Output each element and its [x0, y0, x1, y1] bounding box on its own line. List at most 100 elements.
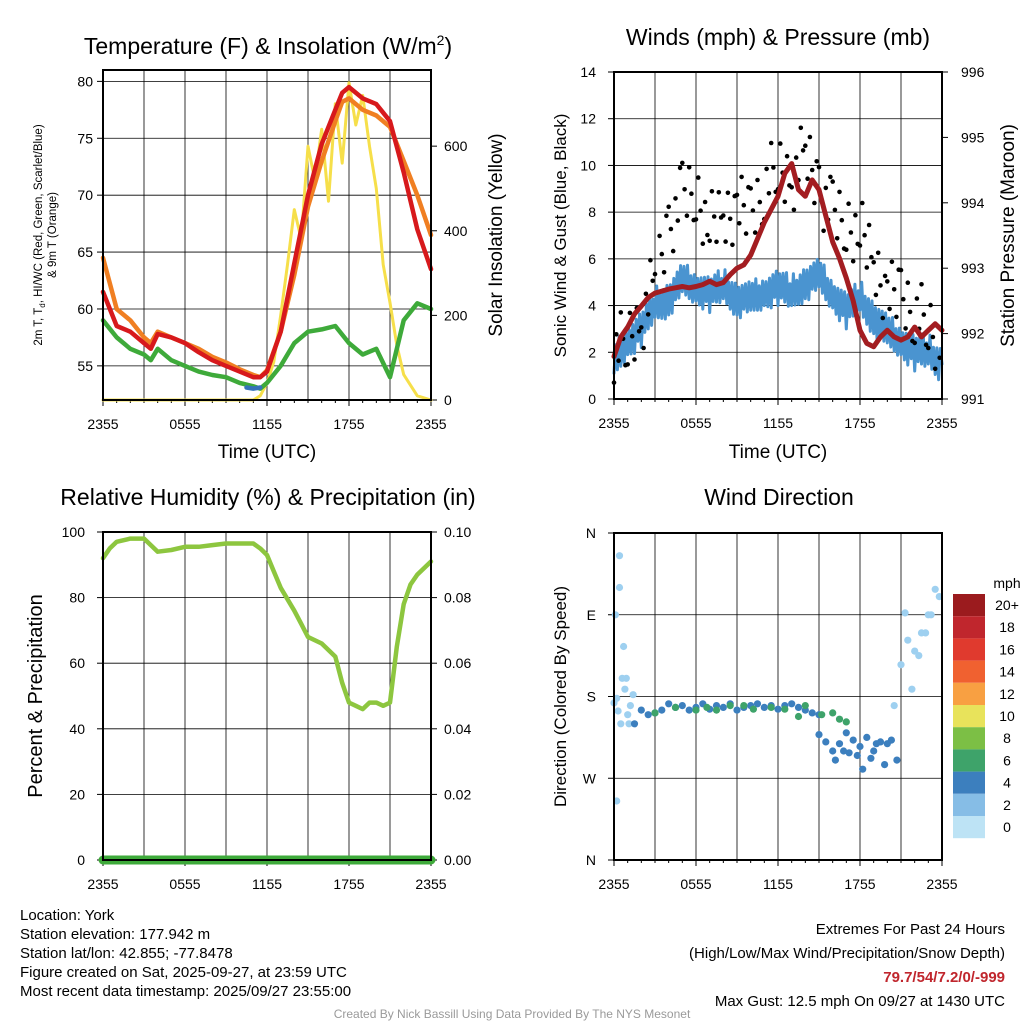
temperature-chart-title: Temperature (F) & Insolation (W/m2)	[84, 32, 452, 59]
gust-point	[793, 155, 799, 160]
extremes-values: 79.7/54/7.2/0/-999	[883, 969, 1005, 986]
gust-point	[645, 312, 651, 317]
wind-ytick-label: 14	[580, 64, 596, 80]
colorbar-swatch	[953, 727, 985, 750]
wind-direction-point	[760, 703, 768, 712]
wind-direction-point	[637, 706, 645, 714]
wind-direction-point	[625, 720, 633, 728]
rh-ytick-label: 80	[69, 590, 85, 606]
rh-ytick-right-label: 0.08	[444, 590, 471, 606]
gust-point	[670, 248, 676, 254]
wind-xtick-label: 2355	[926, 415, 957, 431]
gust-point	[723, 239, 728, 244]
gust-point	[643, 291, 649, 297]
colorbar-label: 14	[999, 664, 1015, 680]
wind-direction-point	[849, 736, 857, 744]
temp-xtick-label: 0555	[169, 416, 200, 432]
wind-direction-point	[931, 585, 939, 593]
gust-point	[641, 345, 646, 351]
gust-point	[693, 217, 699, 222]
gust-point	[778, 141, 783, 146]
gust-point	[730, 242, 735, 248]
gust-point	[812, 200, 817, 206]
wind-direction-point	[890, 702, 898, 710]
temp-ytick-right-label: 600	[444, 138, 468, 154]
gust-point	[618, 310, 624, 315]
gust-point	[627, 310, 633, 316]
temp-ytick-label: 75	[77, 130, 93, 146]
wind-ytick-right-label: 993	[961, 260, 985, 276]
gust-point	[677, 165, 683, 171]
wind-direction-point	[887, 736, 896, 744]
rh-xtick-label: 2355	[415, 876, 446, 892]
wind-direction-point	[712, 706, 721, 714]
gust-point	[814, 159, 819, 164]
wind-direction-point	[829, 709, 837, 717]
wind-ytick-right-label: 994	[961, 195, 985, 211]
gust-point	[839, 217, 845, 223]
gust-point	[709, 189, 715, 194]
wdir-xtick-label: 0555	[680, 876, 711, 892]
wdir-xtick-label: 1755	[844, 876, 875, 892]
wind-direction-point	[870, 747, 878, 755]
gust-point	[807, 134, 813, 140]
wind-direction-point	[853, 751, 861, 760]
gust-point	[650, 278, 655, 284]
temp-frame	[102, 69, 432, 401]
wind-direction-point	[733, 706, 741, 714]
gust-point	[755, 177, 760, 183]
wind-ytick-right-label: 995	[961, 129, 985, 145]
wind-direction-point	[897, 661, 905, 669]
station-info: Location: York Station elevation: 177.94…	[20, 906, 351, 1001]
wind-direction-point	[801, 702, 809, 710]
wind-direction-point	[611, 611, 620, 619]
gust-point	[784, 153, 790, 159]
gust-point	[702, 199, 708, 205]
gust-point	[816, 164, 822, 170]
gust-point	[711, 214, 717, 219]
colorbar-swatch	[953, 771, 985, 794]
gust-point	[800, 148, 806, 153]
wind-direction-point	[726, 702, 734, 710]
wind-direction-point	[815, 731, 823, 739]
gust-point	[705, 232, 710, 238]
wind-direction-point	[881, 761, 889, 769]
gust-point	[666, 204, 671, 210]
gust-point	[771, 165, 776, 170]
wind-frame	[613, 71, 943, 400]
wind-direction-point	[915, 652, 923, 660]
wind-ytick-label: 0	[588, 391, 596, 407]
wind-direction-point	[685, 706, 693, 714]
temp-y-axis-right-title: Solar Insolation (Yellow)	[486, 133, 507, 336]
temp-ytick-right-label: 400	[444, 223, 468, 239]
gust-point	[657, 233, 662, 239]
wind-ytick-label: 8	[588, 204, 596, 220]
gust-point	[782, 199, 788, 205]
rh-frame	[102, 531, 432, 861]
wind-direction-point	[629, 691, 637, 699]
wdir-xtick-label: 2355	[926, 876, 957, 892]
gust-point	[850, 258, 856, 264]
humidity-chart: Relative Humidity (%) & Precipitation (i…	[25, 484, 476, 892]
gust-point	[880, 315, 886, 321]
temp-ytick-label: 70	[77, 187, 93, 203]
colorbar-label: 6	[1003, 752, 1011, 768]
extremes-legend: (High/Low/Max Wind/Precipitation/Snow De…	[689, 945, 1005, 962]
rh-xtick-label: 0555	[169, 876, 200, 892]
wind-direction-point	[621, 685, 629, 693]
gust-point	[853, 212, 858, 218]
wind-direction-point	[908, 685, 916, 693]
wdir-ytick-label: E	[587, 607, 596, 623]
gust-point	[857, 243, 863, 248]
colorbar-label: 18	[999, 619, 1015, 635]
rh-ytick-label: 40	[69, 721, 85, 737]
wind-ytick-label: 4	[588, 298, 596, 314]
wdir-ytick-label: N	[586, 525, 596, 541]
wdir-frame	[613, 532, 943, 861]
rh-ytick-label: 20	[69, 786, 85, 802]
wind-direction-point	[658, 706, 666, 714]
temp-ytick-label: 80	[77, 73, 93, 89]
ylabel-subscript: d	[38, 303, 47, 307]
wind-direction-point	[719, 703, 727, 712]
